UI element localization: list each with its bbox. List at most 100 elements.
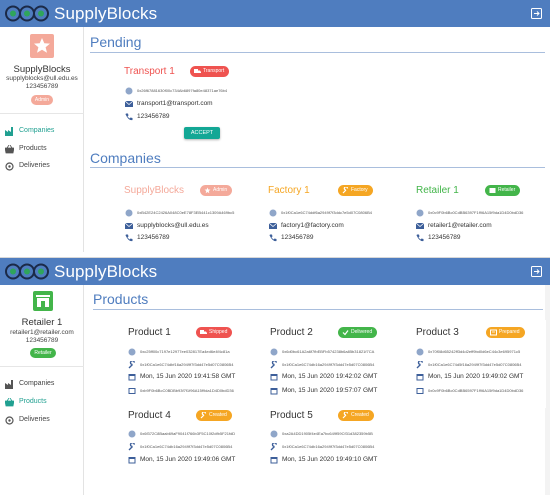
wrench-icon [128,443,135,451]
avatar [33,291,53,311]
companies-title: Companies [90,150,161,166]
wrench-icon [342,187,349,194]
store-icon [489,188,496,193]
user-phone: 123456789 [25,337,59,344]
sidebar-item-label: Companies [19,380,55,387]
product-name: Product 5 [270,410,313,421]
pending-card: Transport 1 Transport 0x26f67881630f00c7… [116,58,288,146]
accept-button[interactable]: ACCEPT [184,127,220,139]
phone-icon [416,234,424,242]
user-email: retailer1@retailer.com [10,329,74,336]
section-divider [93,309,543,310]
company-card: Factory 1 Factory 0x1f0Ca1e6C74ddf6a2949… [262,176,407,246]
truck-icon [194,69,201,73]
calendar-icon [416,374,424,381]
section-divider [90,52,545,53]
phone-icon [125,234,133,242]
role-chip: Factory [338,185,373,196]
sidebar: SupplyBlocks supplyblocks@ull.edu.es 123… [0,27,84,252]
app-title: SupplyBlocks [54,4,158,23]
fingerprint-icon [416,348,424,356]
user-name: Retailer 1 [21,317,63,328]
app-bar: SupplyBlocks [0,258,550,285]
user-name: SupplyBlocks [13,64,71,75]
product-card: Product 1 Shipped 0xc25ff00c7197e12977ee… [122,320,260,408]
role-chip: Retailer [485,185,521,196]
box-icon [490,329,497,336]
app-bar: SupplyBlocks [0,0,550,27]
section-divider [90,167,545,168]
mail-icon [416,222,424,229]
basket-icon [5,398,14,407]
product-card: Product 4 Created 0x6f372C8Baab69aF9041f… [122,402,260,492]
pending-title: Pending [90,34,142,50]
product-card: Product 2 Delivered 0x6d0bc61A2a6f7fbEBF… [264,320,402,408]
wrench-icon [270,443,277,451]
company-name: Retailer 1 [416,185,459,196]
factory-icon [5,380,13,389]
sidebar: Retailer 1 retailer1@retailer.com 123456… [0,285,84,495]
calendar-icon [128,374,136,381]
screenshot-divider [0,252,550,257]
status-chip: Prepared [486,327,525,338]
mail-icon [125,222,133,229]
user-phone: 123456789 [25,83,59,90]
sidebar-item-label: Deliveries [19,162,50,169]
app-title: SupplyBlocks [54,262,158,281]
avatar [30,34,54,58]
role-chip: Admin [200,185,233,196]
star-icon [204,187,211,194]
role-badge: Admin [31,95,53,105]
calendar-icon [270,457,278,464]
phone-icon [125,113,133,121]
product-name: Product 1 [128,327,171,338]
fingerprint-icon [125,87,133,95]
supplyblocks-logo-icon [5,5,49,22]
sidebar-divider [0,366,84,367]
user-email: supplyblocks@ull.edu.es [6,75,78,82]
sidebar-item-label: Products [19,145,47,152]
sidebar-item-label: Companies [19,127,55,134]
mail-icon [125,100,133,107]
fingerprint-icon [416,209,424,217]
wrench-icon [342,412,349,419]
company-name: SupplyBlocks [124,185,185,196]
sidebar-item-label: Deliveries [19,416,50,423]
status-chip: Shipped [196,327,233,338]
product-card: Product 3 Prepared 0x70f08d65242ff3d4d2e… [410,320,546,408]
wrench-icon [200,412,207,419]
basket-icon [5,145,14,154]
delivery-icon [5,416,14,425]
fingerprint-icon [270,430,278,438]
wrench-icon [270,361,277,369]
check-icon [342,330,349,336]
phone-icon [269,234,277,242]
scrollbar[interactable] [545,285,550,495]
truck-icon [200,330,207,334]
fingerprint-icon [269,209,277,217]
delivery-icon [416,388,424,394]
company-card: SupplyBlocks Admin 0xB42E24C2426A048C0eE… [116,176,266,246]
store-icon [36,295,50,307]
sidebar-divider [0,113,84,114]
exit-icon[interactable] [531,266,542,277]
product-name: Product 3 [416,327,459,338]
wrench-icon [128,361,135,369]
product-name: Product 4 [128,410,171,421]
status-chip: Created [338,410,374,421]
factory-icon [5,127,13,136]
wrench-icon [416,361,423,369]
exit-icon[interactable] [531,8,542,19]
fingerprint-icon [128,430,136,438]
product-name: Product 2 [270,327,313,338]
role-chip: Transport [190,66,230,77]
product-card: Product 5 Created 0xa2A4DD1905f4e4Ea7bc6… [264,402,402,492]
mail-icon [269,222,277,229]
status-chip: Delivered [338,327,378,338]
calendar-icon [270,374,278,381]
calendar-check-icon [270,388,278,395]
star-icon [34,38,50,53]
fingerprint-icon [128,348,136,356]
fingerprint-icon [270,348,278,356]
fingerprint-icon [125,209,133,217]
